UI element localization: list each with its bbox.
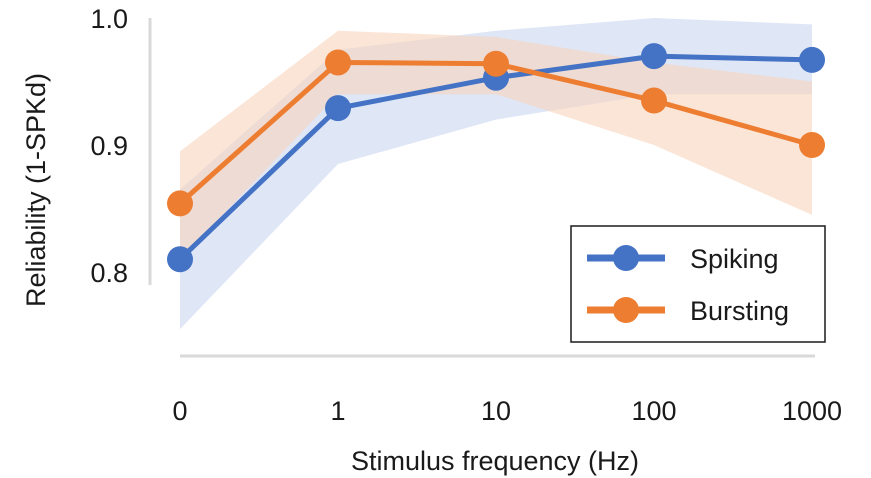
point-bursting-100 [641,87,667,114]
x-axis-title: Stimulus frequency (Hz) [351,446,639,476]
legend-label-spiking: Spiking [690,244,779,274]
legend-box [570,225,826,343]
point-bursting-10 [483,50,509,77]
x-tick-0: 0 [172,396,187,426]
legend-item-bursting: Bursting [587,296,789,326]
x-tick-1000: 1000 [782,396,842,426]
y-tick-0-9: 0.9 [90,131,128,161]
point-spiking-100 [641,43,667,70]
point-bursting-0 [167,190,193,217]
x-tick-labels: 0 1 10 100 1000 [172,396,842,426]
y-axis-title: Reliability (1-SPKd) [21,73,51,307]
legend-swatch-bursting-marker [613,297,639,323]
series-markers [167,43,825,273]
legend-item-spiking: Spiking [587,244,779,274]
point-spiking-1000 [799,46,825,73]
legend-label-bursting: Bursting [690,296,789,326]
legend: Spiking Bursting [570,225,826,343]
y-tick-1-0: 1.0 [90,4,128,34]
point-bursting-1000 [799,132,825,158]
point-bursting-1 [325,49,351,76]
x-tick-10: 10 [481,396,511,426]
x-tick-100: 100 [631,396,676,426]
point-spiking-1 [325,95,351,122]
y-tick-labels: 0.8 0.9 1.0 [90,4,128,288]
legend-swatch-spiking-marker [613,245,639,271]
x-tick-1: 1 [330,396,345,426]
y-tick-0-8: 0.8 [90,258,128,288]
point-spiking-0 [167,246,193,273]
